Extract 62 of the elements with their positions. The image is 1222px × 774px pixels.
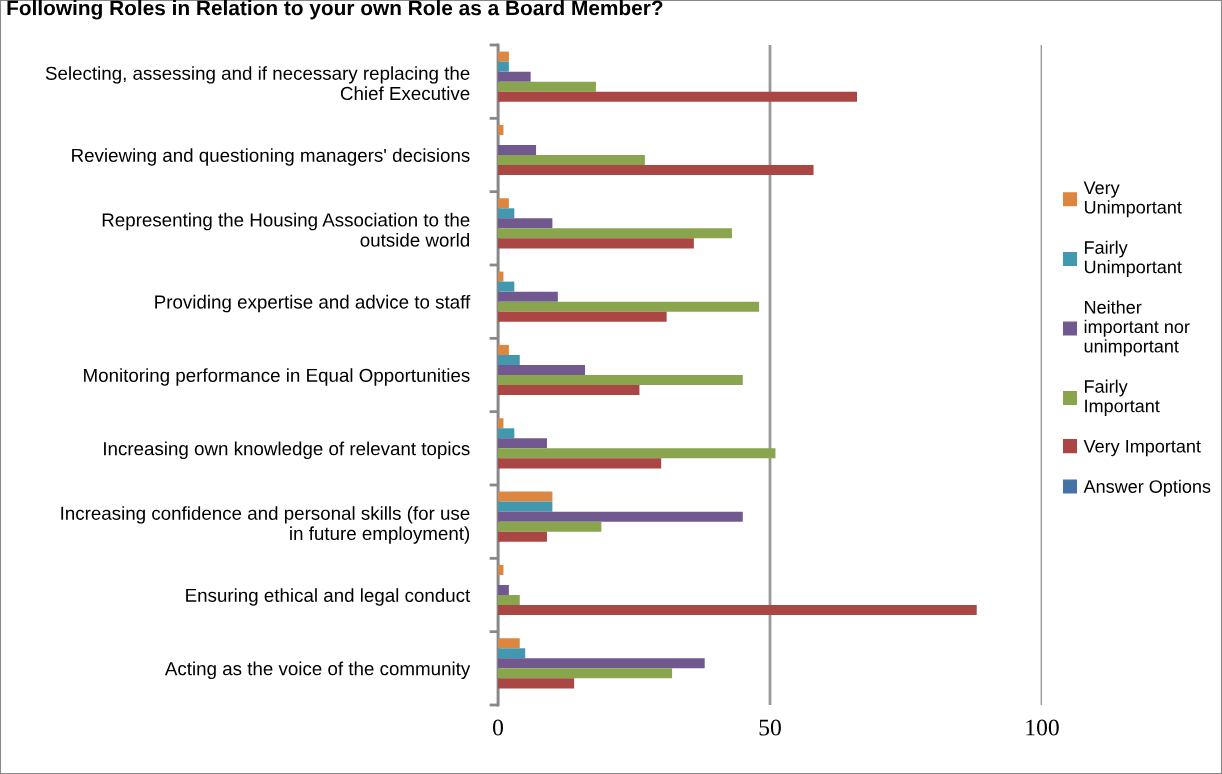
legend-label: Very Unimportant [1083, 181, 1182, 218]
bar [498, 208, 515, 219]
bar [498, 418, 504, 429]
bar [498, 648, 526, 659]
y-tick-label: Increasing confidence and personal skills (for use in future employment) [61, 506, 470, 544]
bar [498, 124, 504, 135]
bar [498, 281, 515, 292]
bar [498, 291, 558, 302]
bar [498, 375, 743, 386]
bar [498, 364, 586, 375]
bar [498, 144, 537, 155]
chart-title: Following Roles in Relation to your own Role as a Board Member? [7, 0, 663, 20]
bar [498, 521, 602, 532]
bar [498, 155, 645, 166]
y-tick-label: Reviewing and questioning managers' decisions [72, 148, 470, 166]
bar [498, 228, 732, 239]
legend-label: Very Important [1083, 440, 1201, 457]
legend-label: Fairly Unimportant [1084, 240, 1182, 277]
bar [498, 448, 776, 459]
bar [498, 511, 743, 522]
x-tick-label: 50 [759, 719, 781, 736]
bar [498, 531, 547, 542]
bar [498, 165, 814, 176]
bar [498, 311, 667, 322]
bar [498, 238, 694, 249]
bar [498, 668, 673, 679]
bar [498, 218, 553, 229]
bar [498, 271, 504, 282]
bar [498, 678, 575, 689]
bar [498, 385, 640, 396]
bar [498, 51, 509, 62]
legend-label: Neither important nor unimportant [1084, 300, 1190, 357]
y-tick-label: Providing expertise and advice to staff [155, 294, 471, 313]
bar [498, 344, 509, 355]
bar [498, 354, 520, 365]
bar [498, 638, 520, 649]
y-tick-label: Monitoring performance in Equal Opportunities [84, 368, 470, 386]
bar [498, 438, 547, 449]
y-tick-label: Acting as the voice of the community [164, 661, 471, 680]
bar [498, 501, 553, 512]
y-tick-label: Representing the Housing Association to the outside world [102, 212, 470, 247]
bar [498, 71, 531, 82]
x-tick-label: 0 [493, 719, 503, 736]
legend-label: Answer Options [1083, 479, 1211, 497]
y-tick-label: Selecting, assessing and if necessary replacing the Chief Executive [45, 66, 470, 101]
bar [498, 584, 509, 595]
bar [498, 458, 662, 469]
bar [498, 301, 760, 312]
bar [498, 91, 858, 102]
bar [498, 428, 515, 439]
y-tick-label: Ensuring ethical and legal conduct [186, 588, 471, 606]
bar [498, 595, 520, 606]
bar [498, 605, 977, 616]
bar [498, 198, 509, 209]
y-tick-label: Increasing own knowledge of relevant topics [104, 441, 470, 460]
x-tick-label: 100 [1026, 719, 1059, 736]
bar [498, 491, 553, 502]
bar [498, 61, 509, 72]
legend-label: Fairly Important [1085, 379, 1160, 416]
bar [498, 658, 705, 669]
bar [498, 81, 596, 92]
bar [498, 564, 504, 575]
